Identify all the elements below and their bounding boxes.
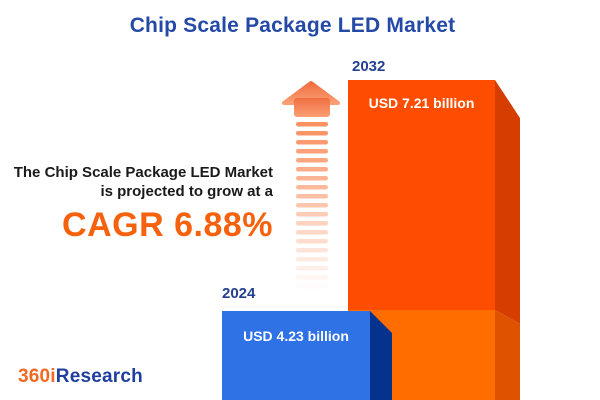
intro-text-block: The Chip Scale Package LED Market is pro… bbox=[0, 163, 273, 245]
brand-logo-360i: 360i bbox=[18, 366, 56, 387]
page-title: Chip Scale Package LED Market bbox=[129, 14, 456, 37]
bar-2024-value-label: USD 4.23 billion bbox=[243, 328, 349, 344]
bar-2032-year-label: 2032 bbox=[352, 58, 386, 75]
bar-2032-face-upper bbox=[348, 80, 495, 310]
growth-arrow-svg bbox=[282, 81, 340, 280]
bar-2024-year-label: 2024 bbox=[222, 285, 256, 302]
intro-line-1: The Chip Scale Package LED Market bbox=[13, 164, 273, 181]
brand-logo: 360iResearch bbox=[18, 366, 143, 388]
bar-2024-side bbox=[370, 311, 392, 400]
cagr-value: CAGR 6.88% bbox=[62, 206, 273, 244]
bar-2032-side-lower bbox=[495, 310, 520, 400]
growth-arrow-icon bbox=[282, 80, 342, 295]
bar-2032-value-label: USD 7.21 billion bbox=[368, 95, 475, 111]
bar-2032-side-upper bbox=[495, 80, 520, 324]
intro-line-2: is projected to grow at a bbox=[100, 183, 273, 200]
arrow-stripes bbox=[296, 122, 328, 280]
brand-logo-research: Research bbox=[55, 366, 143, 387]
bar-2024-face bbox=[222, 311, 370, 400]
